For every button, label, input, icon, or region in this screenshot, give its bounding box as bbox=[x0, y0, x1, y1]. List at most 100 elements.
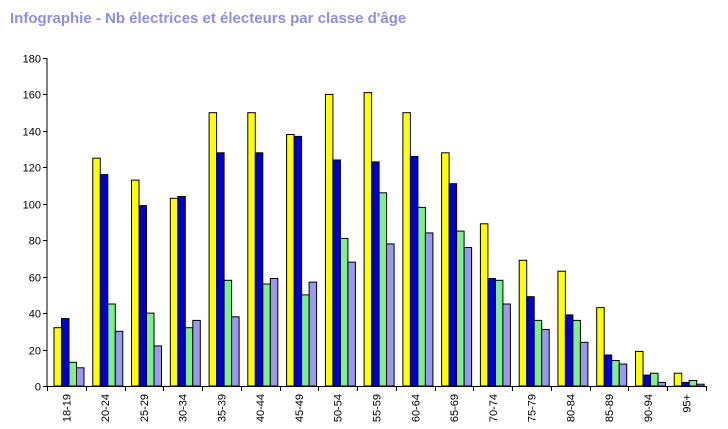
y-tick-label: 40 bbox=[29, 309, 41, 321]
x-tick-label: 65-69 bbox=[449, 394, 461, 422]
x-tick-label: 95+ bbox=[682, 394, 694, 413]
y-tick-label: 20 bbox=[29, 346, 41, 358]
bar bbox=[402, 112, 411, 387]
bar bbox=[518, 259, 528, 387]
bar bbox=[688, 380, 698, 387]
bar bbox=[216, 152, 225, 387]
y-tick-label: 180 bbox=[23, 54, 41, 66]
bar bbox=[293, 135, 303, 387]
bar bbox=[424, 232, 434, 387]
y-tick-label: 0 bbox=[35, 382, 41, 394]
bar bbox=[618, 363, 628, 387]
bar bbox=[114, 330, 124, 387]
x-tick-label: 25-29 bbox=[139, 394, 151, 422]
bar bbox=[308, 281, 318, 387]
bar bbox=[339, 237, 349, 387]
bar bbox=[579, 341, 589, 387]
bar bbox=[347, 261, 356, 387]
bar bbox=[502, 303, 511, 387]
x-tick-label: 50-54 bbox=[333, 394, 345, 422]
bar bbox=[254, 152, 264, 387]
x-tick-label: 55-59 bbox=[372, 394, 384, 422]
bar bbox=[564, 314, 574, 387]
y-tick-label: 140 bbox=[23, 127, 41, 139]
bar bbox=[386, 243, 395, 387]
bar bbox=[177, 196, 186, 387]
bar bbox=[650, 372, 659, 387]
bar bbox=[247, 112, 256, 387]
bar bbox=[231, 316, 240, 387]
x-tick-label: 40-44 bbox=[255, 394, 267, 422]
bar bbox=[378, 192, 388, 387]
bar bbox=[642, 374, 651, 387]
bar bbox=[68, 361, 77, 387]
bars bbox=[53, 92, 705, 387]
x-tick-label: 30-34 bbox=[178, 394, 190, 422]
y-tick-label: 80 bbox=[29, 236, 41, 248]
x-tick-label: 35-39 bbox=[216, 394, 228, 422]
bar bbox=[153, 345, 162, 387]
bar bbox=[184, 327, 194, 387]
bar bbox=[494, 279, 504, 387]
bar bbox=[635, 350, 644, 387]
bar bbox=[99, 174, 109, 387]
chart-title: Infographie - Nb électrices et électeurs… bbox=[10, 10, 407, 27]
bar bbox=[479, 223, 489, 387]
bar bbox=[657, 381, 666, 387]
bar bbox=[61, 318, 70, 387]
bar bbox=[463, 247, 473, 387]
x-axis: 18-19 20-24 25-29 30-34 35-39 40-44 45-49 50-54… bbox=[47, 386, 707, 422]
x-tick-label: 18-19 bbox=[61, 394, 73, 422]
bar bbox=[533, 319, 543, 387]
bar bbox=[526, 296, 535, 387]
bar bbox=[596, 307, 605, 387]
y-tick-label: 100 bbox=[23, 200, 41, 212]
bar bbox=[557, 270, 566, 387]
bar bbox=[301, 294, 310, 387]
x-tick-label: 45-49 bbox=[294, 394, 306, 422]
bar bbox=[223, 279, 233, 387]
x-tick-label: 85-89 bbox=[604, 394, 616, 422]
bar bbox=[696, 383, 705, 387]
bar bbox=[286, 134, 295, 387]
bar bbox=[169, 197, 179, 387]
bar bbox=[456, 230, 465, 387]
bar bbox=[441, 152, 450, 387]
bar bbox=[192, 319, 201, 387]
bar bbox=[53, 327, 62, 387]
bar bbox=[572, 319, 581, 387]
bar bbox=[92, 157, 101, 387]
x-tick-label: 90-94 bbox=[643, 394, 655, 422]
bar bbox=[138, 205, 147, 387]
x-tick-label: 60-64 bbox=[410, 394, 422, 422]
bar bbox=[208, 112, 218, 387]
x-tick-label: 75-79 bbox=[527, 394, 539, 422]
x-tick-label: 20-24 bbox=[100, 394, 112, 422]
bar bbox=[541, 329, 550, 387]
bar bbox=[131, 179, 140, 387]
bar bbox=[417, 206, 426, 387]
bar bbox=[673, 372, 683, 387]
bar bbox=[146, 312, 155, 387]
y-tick-label: 120 bbox=[23, 163, 41, 175]
bar bbox=[603, 354, 613, 387]
bar bbox=[269, 278, 279, 387]
bar bbox=[76, 367, 85, 387]
y-tick-label: 60 bbox=[29, 273, 41, 285]
bar bbox=[611, 360, 620, 387]
bar bbox=[107, 303, 116, 387]
bar bbox=[363, 92, 373, 387]
bar bbox=[487, 278, 496, 387]
bar bbox=[262, 283, 271, 387]
bar bbox=[409, 155, 419, 387]
x-tick-label: 70-74 bbox=[488, 394, 500, 422]
bar bbox=[681, 381, 690, 387]
bar bbox=[324, 93, 334, 387]
y-tick-label: 160 bbox=[23, 90, 41, 102]
bar bbox=[371, 161, 380, 387]
y-axis: 0 20 40 60 80 100 120 140 160 180 bbox=[23, 54, 48, 394]
bar bbox=[332, 159, 341, 387]
bar bbox=[448, 183, 458, 387]
x-tick-label: 80-84 bbox=[565, 394, 577, 422]
